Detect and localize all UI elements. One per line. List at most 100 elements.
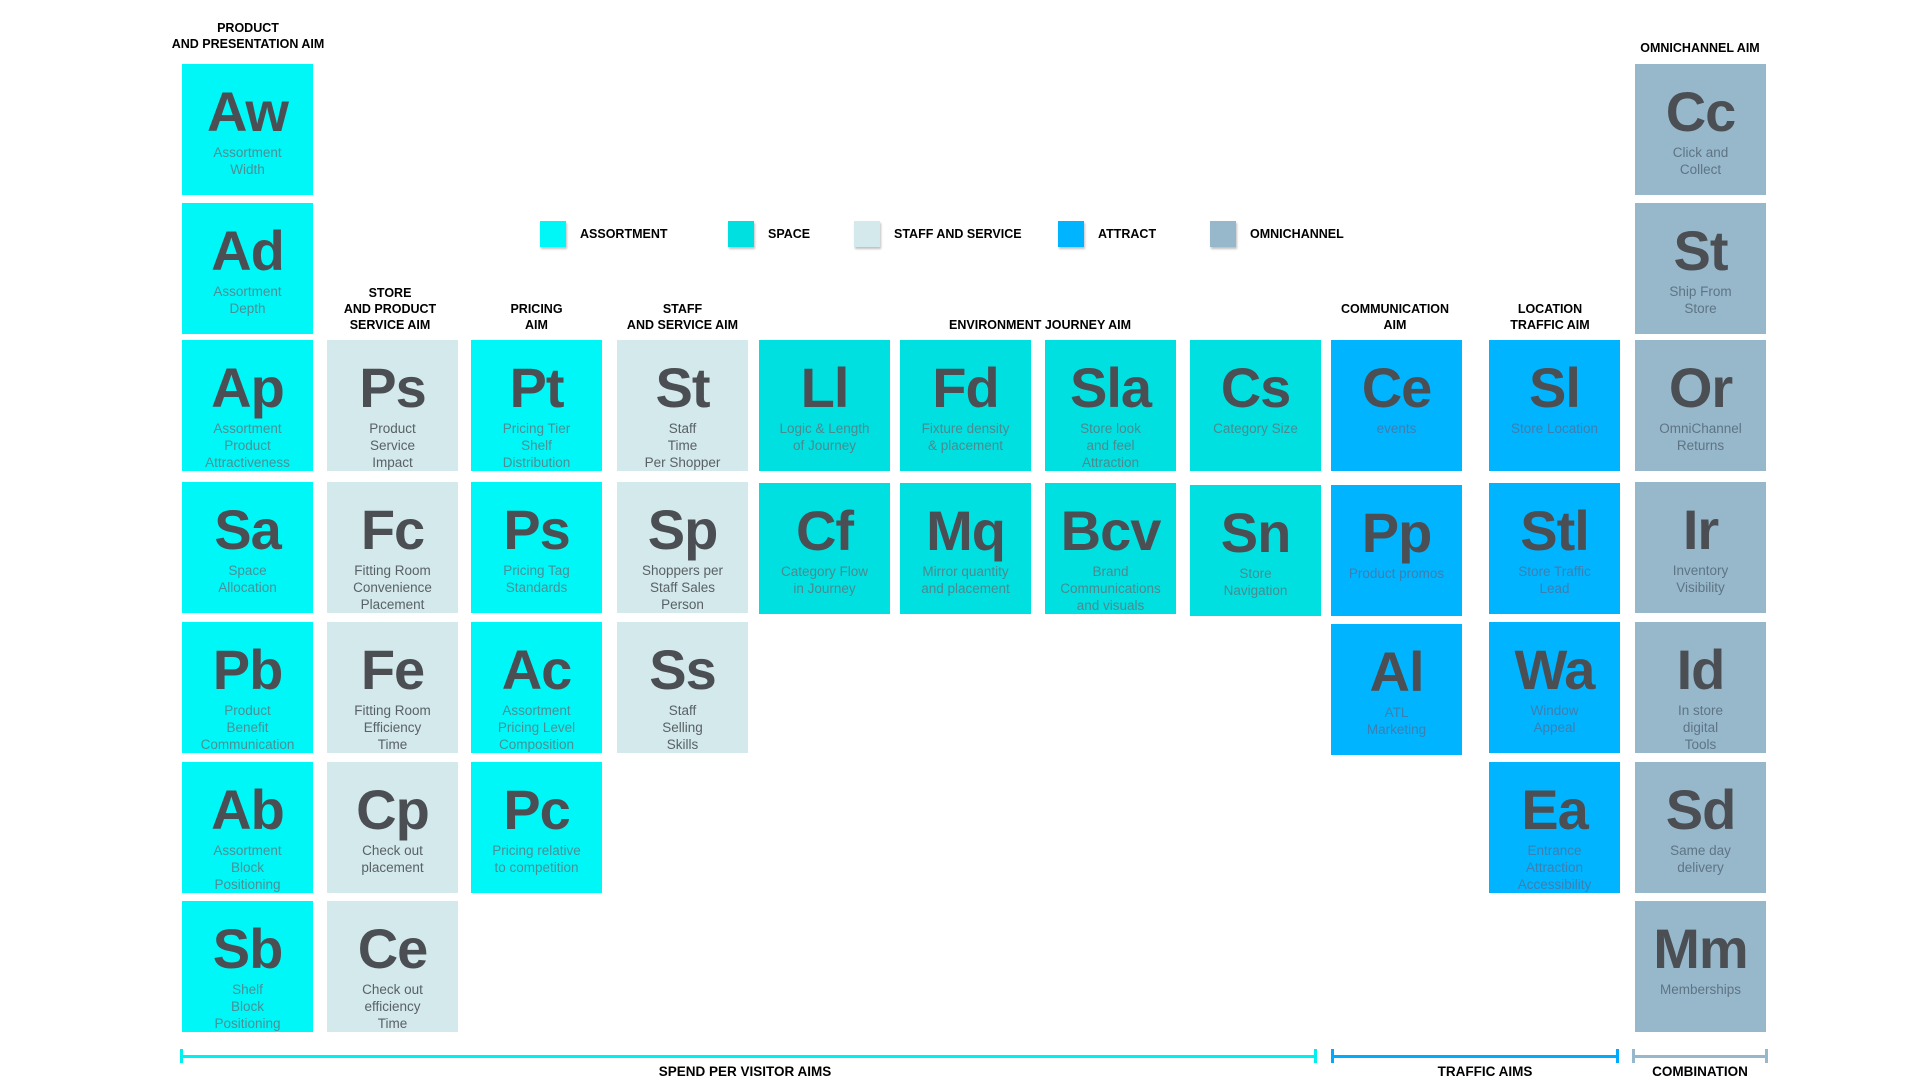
legend-assortment: ASSORTMENT: [540, 220, 668, 248]
tile-mm: Mm Memberships: [1635, 901, 1766, 1032]
tile-aw: Aw Assortment Width: [182, 64, 313, 195]
legend-label: SPACE: [768, 227, 811, 241]
tile-sd: Sd Same day delivery: [1635, 762, 1766, 893]
tile-pc: Pc Pricing relative to competition: [471, 762, 602, 893]
tile-symbol: Sa: [214, 498, 282, 561]
tile-label: Click and Collect: [1672, 145, 1729, 177]
tile-symbol: Cc: [1665, 80, 1737, 143]
tile-symbol: Pt: [509, 356, 565, 419]
tile-symbol: Fd: [932, 356, 999, 419]
tile-label: Mirror quantity and placement: [921, 564, 1010, 596]
tile-label: ATL Marketing: [1366, 705, 1427, 737]
tile-symbol: Sp: [647, 498, 719, 561]
tile-al: Al ATL Marketing: [1331, 624, 1462, 755]
tile-ab: Ab Assortment Block Positioning: [182, 762, 313, 893]
tile-ps-store: Ps Product Service Impact: [327, 340, 458, 471]
tile-label: Assortment Block Positioning: [213, 843, 282, 892]
legend-swatch-assortment: [540, 221, 566, 247]
tile-ad: Ad Assortment Depth: [182, 203, 313, 334]
tile-wa: Wa Window Appeal: [1489, 622, 1620, 753]
tile-label: Category Flow in Journey: [780, 564, 869, 596]
tile-symbol: Cs: [1220, 356, 1292, 419]
tile-symbol: Wa: [1514, 638, 1596, 701]
tile-or: Or OmniChannel Returns: [1635, 340, 1766, 471]
tile-pt: Pt Pricing Tier Shelf Distribution: [471, 340, 602, 471]
tile-cp: Cp Check out placement: [327, 762, 458, 893]
tile-stl: Stl Store Traffic Lead: [1489, 483, 1620, 614]
tile-label: Pricing Tier Shelf Distribution: [502, 421, 571, 470]
tile-bcv: Bcv Brand Communications and visuals: [1045, 483, 1176, 614]
tile-symbol: Or: [1668, 356, 1733, 419]
tile-symbol: St: [655, 356, 711, 419]
tile-label: Check out placement: [361, 843, 424, 875]
legend-swatch-staff: [854, 221, 880, 247]
header-pricing-aim: PRICING AIM: [510, 302, 563, 332]
tile-symbol: Ss: [649, 638, 717, 701]
tile-label: Product Service Impact: [369, 421, 416, 470]
tile-sn: Sn Store Navigation: [1190, 485, 1321, 616]
bracket-traffic: [1331, 1049, 1619, 1063]
tile-symbol: Ps: [503, 498, 571, 561]
tile-label: Shoppers per Staff Sales Person: [641, 563, 724, 612]
tile-ap: Ap Assortment Product Attractiveness: [182, 340, 313, 471]
tile-ce-store: Ce Check out efficiency Time: [327, 901, 458, 1032]
tile-fe: Fe Fitting Room Efficiency Time: [327, 622, 458, 753]
tile-ss: Ss Staff Selling Skills: [617, 622, 748, 753]
tile-symbol: Ce: [357, 917, 429, 980]
tile-label: Product promos: [1348, 566, 1445, 581]
bracket-label-combination: COMBINATION: [1652, 1064, 1748, 1079]
tile-ac: Ac Assortment Pricing Level Composition: [471, 622, 602, 753]
bracket-spend-per-visitor: [180, 1049, 1317, 1063]
tile-symbol: Bcv: [1060, 499, 1162, 562]
tile-symbol: Ac: [501, 638, 573, 701]
tile-label: Assortment Product Attractiveness: [205, 421, 290, 470]
tile-label: Fixture density & placement: [921, 421, 1010, 453]
tile-symbol: Ab: [211, 778, 285, 841]
header-staff-aim: STAFF AND SERVICE AIM: [626, 302, 739, 332]
tile-label: Window Appeal: [1530, 703, 1579, 735]
tile-label: Space Allocation: [218, 563, 277, 595]
tile-st-omni: St Ship From Store: [1635, 203, 1766, 334]
tile-symbol: Id: [1676, 638, 1726, 701]
tile-symbol: Ps: [359, 356, 427, 419]
tile-st-staff: St Staff Time Per Shopper: [617, 340, 748, 471]
tile-symbol: St: [1673, 219, 1729, 282]
tile-fc: Fc Fitting Room Convenience Placement: [327, 482, 458, 613]
tile-label: Store Traffic Lead: [1518, 564, 1591, 596]
tile-symbol: Stl: [1520, 499, 1590, 562]
tile-label: Assortment Width: [213, 145, 282, 177]
tile-ll: Ll Logic & Length of Journey: [759, 340, 890, 471]
tile-symbol: Mq: [926, 499, 1006, 562]
bracket-combination: [1632, 1049, 1768, 1063]
legend-staff-and-service: STAFF AND SERVICE: [854, 220, 1022, 248]
legend-swatch-attract: [1058, 221, 1084, 247]
tile-sa: Sa Space Allocation: [182, 482, 313, 613]
legend-swatch-omnichannel: [1210, 221, 1236, 247]
tile-sb: Sb Shelf Block Positioning: [182, 901, 313, 1032]
tile-symbol: Aw: [207, 80, 289, 143]
tile-label: Product Benefit Communication: [200, 703, 295, 752]
tile-symbol: Cf: [795, 499, 854, 562]
legend-label: ATTRACT: [1098, 227, 1157, 241]
tile-pp: Pp Product promos: [1331, 485, 1462, 616]
tile-ce-communication: Ce events: [1331, 340, 1462, 471]
legend-omnichannel: OMNICHANNEL: [1210, 220, 1344, 248]
tile-symbol: Pc: [503, 778, 571, 841]
header-store-aim: STORE AND PRODUCT SERVICE AIM: [343, 286, 437, 332]
legend-space: SPACE: [728, 220, 810, 248]
tile-label: Fitting Room Convenience Placement: [353, 563, 432, 612]
tile-sla: Sla Store look and feel Attraction: [1045, 340, 1176, 471]
tile-label: Pricing relative to competition: [492, 843, 581, 875]
tile-label: Brand Communications and visuals: [1060, 564, 1161, 613]
tile-symbol: Ll: [800, 356, 850, 419]
tile-label: Assortment Depth: [213, 284, 282, 316]
tile-label: Staff Selling Skills: [662, 703, 703, 752]
tile-symbol: Pb: [212, 638, 284, 701]
tile-symbol: Ir: [1682, 498, 1719, 561]
tile-ir: Ir Inventory Visibility: [1635, 482, 1766, 613]
legend-label: ASSORTMENT: [580, 227, 668, 241]
header-product-aim: PRODUCT AND PRESENTATION AIM: [171, 21, 325, 51]
tile-label: Pricing Tag Standards: [503, 563, 570, 595]
tile-label: Store Location: [1510, 421, 1599, 436]
tile-label: Store Navigation: [1223, 566, 1288, 598]
